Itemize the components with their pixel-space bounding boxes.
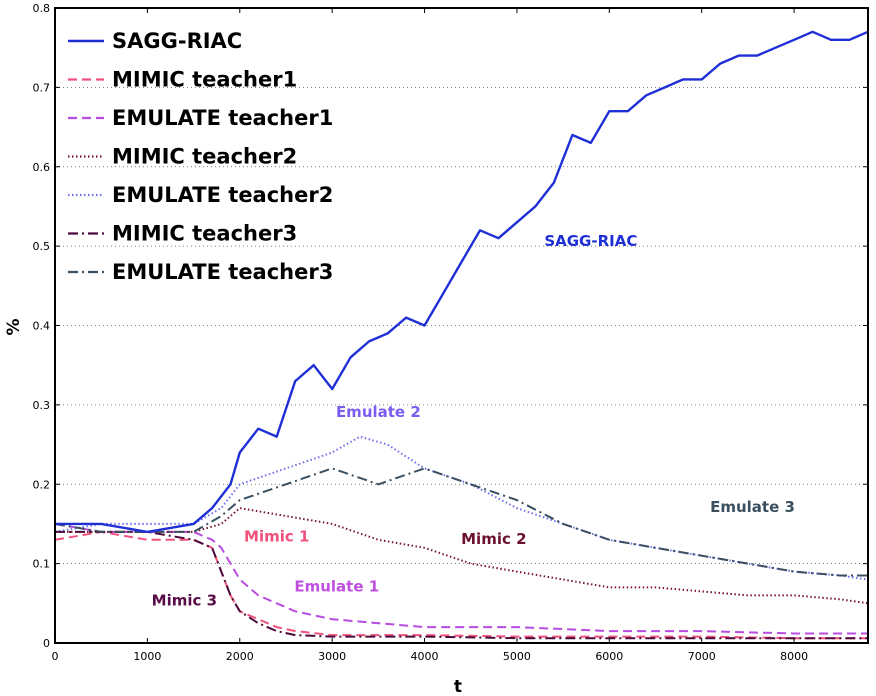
y-tick-label: 0.4 xyxy=(33,320,51,333)
annotation-label: Mimic 1 xyxy=(244,527,309,545)
x-tick-label: 7000 xyxy=(688,650,716,663)
x-tick-label: 3000 xyxy=(318,650,346,663)
legend: SAGG-RIAC MIMIC teacher1 EMULATE teacher1 M… xyxy=(68,29,333,284)
x-tick-label: 0 xyxy=(52,650,59,663)
annotation-label: Mimic 3 xyxy=(152,592,217,610)
y-tick-label: 0.3 xyxy=(33,399,51,412)
y-tick-label: 0.2 xyxy=(33,478,51,491)
annotation-label: Emulate 3 xyxy=(710,498,795,516)
x-tick-label: 4000 xyxy=(411,650,439,663)
series-line-mimic-teacher1 xyxy=(54,530,868,640)
legend-label: SAGG-RIAC xyxy=(112,29,242,53)
y-tick-label: 0.8 xyxy=(33,2,51,15)
series-line-sagg-riac xyxy=(55,30,869,534)
y-tick-label: 0 xyxy=(43,637,50,650)
annotation-label: SAGG-RIAC xyxy=(544,232,637,250)
legend-label: MIMIC teacher2 xyxy=(112,145,297,169)
legend-label: EMULATE teacher3 xyxy=(112,260,333,284)
series-lines xyxy=(54,30,869,640)
legend-label: EMULATE teacher1 xyxy=(112,106,333,130)
x-axis-label: t xyxy=(454,677,462,696)
x-tick-label: 6000 xyxy=(595,650,623,663)
y-ticks: 0 0.1 0.2 0.3 0.4 0.5 0.6 0.7 0.8 xyxy=(33,2,868,650)
annotations: SAGG-RIAC Emulate 2 Emulate 3 Mimic 1 Mimic … xyxy=(152,232,795,610)
legend-label: EMULATE teacher2 xyxy=(112,183,333,207)
x-ticks: 0 1000 2000 3000 4000 5000 6000 7000 8000 xyxy=(52,8,808,663)
series-line-mimic-teacher2 xyxy=(55,507,869,605)
x-tick-label: 2000 xyxy=(226,650,254,663)
annotation-label: Mimic 2 xyxy=(461,530,526,548)
annotation-label: Emulate 1 xyxy=(294,577,379,595)
series-line-emulate-teacher1 xyxy=(54,522,868,635)
y-axis-label: % xyxy=(4,318,24,335)
legend-label: MIMIC teacher1 xyxy=(112,68,297,92)
y-tick-label: 0.7 xyxy=(33,81,51,94)
x-tick-label: 1000 xyxy=(133,650,161,663)
y-tick-label: 0.6 xyxy=(33,161,51,174)
y-tick-label: 0.5 xyxy=(33,240,51,253)
x-tick-label: 8000 xyxy=(780,650,808,663)
legend-label: MIMIC teacher3 xyxy=(112,222,297,246)
x-tick-label: 5000 xyxy=(503,650,531,663)
y-tick-label: 0.1 xyxy=(33,558,51,571)
annotation-label: Emulate 2 xyxy=(336,403,421,421)
series-line-mimic-teacher3 xyxy=(55,530,868,640)
series-line-emulate-teacher3 xyxy=(54,467,868,577)
